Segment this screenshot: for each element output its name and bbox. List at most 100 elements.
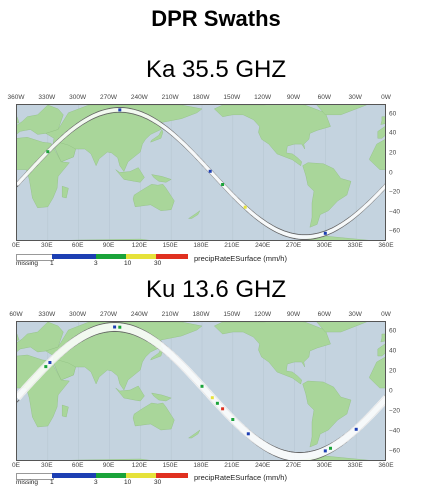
continent-shape [17, 333, 20, 341]
precip-cell [210, 396, 214, 400]
continent-shape [187, 210, 201, 219]
bottom-axis-tick: 330E [347, 462, 363, 469]
lat-axis-tick: −40 [389, 208, 401, 216]
precip-cell [118, 108, 122, 112]
ku-swath-map [17, 322, 385, 460]
top-axis-tick: 60W [9, 311, 23, 318]
top-axis-tick: 300W [69, 94, 87, 101]
bottom-axis-tick: 60E [71, 462, 84, 469]
top-axis-tick: 120W [254, 311, 272, 318]
legend-tick-label: 30 [154, 260, 162, 267]
top-axis-tick: 330W [38, 311, 56, 318]
top-axis-tick: 30W [348, 94, 362, 101]
continent-shape [132, 402, 175, 431]
bottom-axis-tick: 180E [193, 242, 209, 249]
ka-legend: 1 3 10 30 missing precipRateESurface (mm/h) [16, 254, 408, 270]
precip-cell [208, 169, 212, 173]
legend-color-box [52, 473, 96, 478]
page-title: DPR Swaths [151, 6, 281, 31]
precip-cell [243, 205, 247, 209]
precip-cell [118, 325, 122, 329]
top-axis-tick: 210W [161, 311, 179, 318]
legend-color-box [156, 254, 188, 259]
bottom-axis-tick: 90E [102, 462, 115, 469]
bottom-axis-tick: 240E [255, 242, 271, 249]
lat-axis-tick: −20 [389, 188, 401, 196]
continent-shape [62, 404, 69, 418]
precip-cell [323, 449, 327, 453]
continent-shape [115, 385, 145, 402]
lat-axis-tick: 0 [389, 169, 393, 176]
legend-color-box [126, 254, 156, 259]
top-axis-tick: 270W [100, 311, 117, 318]
continent-shape [380, 116, 385, 125]
legend-tick-label: 10 [124, 260, 132, 267]
lat-axis-tick: −60 [389, 227, 401, 235]
top-axis-tick: 60W [317, 94, 332, 101]
bottom-axis-tick: 120E [131, 462, 147, 469]
lat-axis-tick: 40 [389, 129, 397, 137]
top-axis-tick: 270W [100, 94, 117, 101]
top-axis-tick: 240W [130, 311, 148, 318]
bottom-axis-tick: 180E [193, 462, 209, 469]
bottom-axis-tick: 0E [12, 462, 20, 469]
continent-shape [17, 105, 64, 135]
lat-axis-tick: 60 [389, 327, 397, 335]
precip-cell [46, 150, 50, 154]
ku-subtitle: Ku 13.6 GHZ [145, 276, 287, 303]
bottom-axis-tick: 270E [285, 242, 302, 249]
legend-color-box [96, 254, 126, 259]
bottom-axis-tick: 300E [316, 242, 332, 249]
legend-color-box [156, 473, 188, 478]
precip-cell [200, 384, 204, 388]
lat-axis-tick: −40 [389, 427, 401, 435]
precip-cell [221, 183, 225, 186]
continent-shape [72, 235, 369, 240]
bottom-axis-tick: 30E [41, 462, 53, 469]
precip-cell [231, 418, 235, 421]
top-axis-tick: 90W [286, 94, 301, 101]
continent-shape [150, 129, 164, 143]
continent-shape [369, 139, 385, 170]
top-axis-tick: 0W [381, 94, 391, 101]
legend-tick-label: 1 [50, 479, 54, 486]
continent-shape [132, 184, 175, 211]
continent-shape [380, 333, 385, 343]
top-axis-tick: 150W [223, 94, 241, 101]
bottom-axis-tick: 270E [285, 462, 302, 469]
legend-color-box [52, 254, 96, 259]
continent-shape [151, 392, 172, 402]
ka-map-panel: 360W 330W 300W 270W 240W 210W 180W 150W 120W 90W 6… [8, 94, 408, 272]
lat-axis-tick: 20 [389, 367, 397, 375]
legend-tick-label: 30 [154, 479, 162, 486]
precip-cell [221, 407, 225, 411]
top-axis-tick: 180W [192, 94, 210, 101]
legend-tick-label: 10 [124, 479, 132, 486]
ku-map-frame [16, 321, 386, 461]
precip-cell [113, 325, 117, 329]
top-axis-tick: 150W [223, 311, 241, 318]
bottom-axis-tick: 120E [131, 242, 147, 249]
ku-legend: 1 3 10 30 missing precipRateESurface (mm/h) [16, 473, 408, 489]
legend-color-box [96, 473, 126, 478]
continent-shape [213, 322, 331, 385]
bottom-axis-tick: 60E [71, 242, 84, 249]
bottom-axis-tick: 360E [378, 242, 394, 249]
continent-shape [17, 322, 64, 353]
continent-shape [369, 356, 385, 389]
precip-cell [246, 432, 250, 436]
top-axis-tick: 180W [192, 311, 210, 318]
continent-shape [377, 343, 385, 357]
lat-axis-tick: −60 [389, 447, 401, 455]
ka-swath-map [17, 105, 385, 240]
bottom-axis-tick: 240E [255, 462, 271, 469]
ku-map-panel: 60W 330W 300W 270W 240W 210W 180W 150W 120W 90W 60… [8, 311, 408, 491]
legend-missing-label: missing [16, 479, 39, 486]
legend-tick-label: 1 [50, 260, 54, 267]
ka-map-frame [16, 104, 386, 241]
bottom-axis-tick: 90E [102, 242, 115, 249]
precip-cell [44, 365, 48, 369]
top-axis-tick: 0W [381, 311, 391, 318]
continent-shape [17, 137, 70, 209]
lat-axis-tick: −20 [389, 407, 401, 415]
